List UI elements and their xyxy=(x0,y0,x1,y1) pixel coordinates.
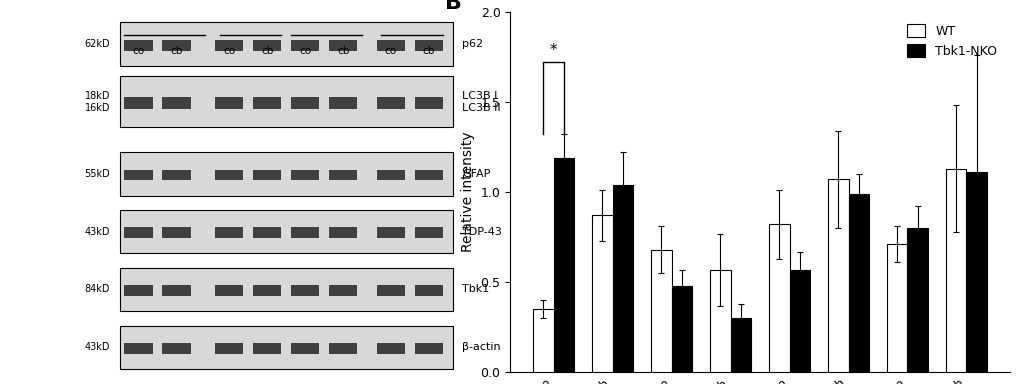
Bar xyxy=(290,227,319,238)
Bar xyxy=(328,170,357,180)
Bar xyxy=(162,97,191,109)
Text: *: * xyxy=(549,43,557,58)
Bar xyxy=(328,40,357,51)
Bar xyxy=(215,285,244,296)
Bar xyxy=(709,270,730,372)
Text: 55kD: 55kD xyxy=(85,169,110,179)
Bar xyxy=(376,285,405,296)
Bar xyxy=(290,170,319,180)
Bar xyxy=(253,170,281,180)
Bar xyxy=(533,310,553,372)
Text: co: co xyxy=(384,46,396,56)
Text: co: co xyxy=(132,46,145,56)
Bar xyxy=(253,227,281,238)
Bar xyxy=(162,170,191,180)
Legend: WT, Tbk1-NKO: WT, Tbk1-NKO xyxy=(900,18,1003,64)
Bar xyxy=(907,228,927,372)
Bar xyxy=(215,170,244,180)
Text: cb: cb xyxy=(170,46,182,56)
Bar xyxy=(119,76,452,127)
Bar xyxy=(768,225,789,372)
Text: B: B xyxy=(445,0,462,13)
Bar xyxy=(414,97,442,109)
Text: cb: cb xyxy=(422,46,434,56)
Text: co: co xyxy=(223,46,234,56)
Bar xyxy=(414,40,442,51)
Text: cb: cb xyxy=(261,46,273,56)
Text: co: co xyxy=(299,46,311,56)
Text: cb: cb xyxy=(336,46,350,56)
Bar xyxy=(119,210,452,253)
Bar xyxy=(886,244,907,372)
Text: β-actin: β-actin xyxy=(462,342,500,352)
Bar xyxy=(124,170,153,180)
Bar xyxy=(376,40,405,51)
Bar xyxy=(591,215,612,372)
Bar xyxy=(119,152,452,195)
Bar xyxy=(290,343,319,354)
Bar xyxy=(119,22,452,66)
Text: TDP-43: TDP-43 xyxy=(462,227,501,237)
Bar xyxy=(328,227,357,238)
Bar xyxy=(162,40,191,51)
Bar xyxy=(290,285,319,296)
Text: p62: p62 xyxy=(462,39,483,49)
Bar xyxy=(414,285,442,296)
Bar xyxy=(215,97,244,109)
Bar xyxy=(328,97,357,109)
Bar xyxy=(650,250,671,372)
Bar xyxy=(215,40,244,51)
Bar xyxy=(376,227,405,238)
Bar xyxy=(945,169,966,372)
Bar xyxy=(671,286,692,372)
Bar xyxy=(827,179,848,372)
Text: 84kD: 84kD xyxy=(85,285,110,295)
Bar xyxy=(253,40,281,51)
Bar xyxy=(124,227,153,238)
Bar xyxy=(253,97,281,109)
Bar xyxy=(730,318,750,372)
Bar xyxy=(119,268,452,311)
Bar xyxy=(253,285,281,296)
Bar xyxy=(119,326,452,369)
Bar xyxy=(966,172,986,372)
Bar xyxy=(162,285,191,296)
Bar xyxy=(290,97,319,109)
Bar xyxy=(162,227,191,238)
Bar xyxy=(376,97,405,109)
Text: GFAP: GFAP xyxy=(462,169,490,179)
Bar xyxy=(124,285,153,296)
Bar xyxy=(290,40,319,51)
Bar xyxy=(414,227,442,238)
Text: Tbk1: Tbk1 xyxy=(462,285,489,295)
Bar xyxy=(376,343,405,354)
Bar xyxy=(612,185,633,372)
Text: 18kD
16kD: 18kD 16kD xyxy=(85,91,110,113)
Bar xyxy=(328,343,357,354)
Bar xyxy=(215,227,244,238)
Bar xyxy=(124,97,153,109)
Text: LC3B I
LC3B II: LC3B I LC3B II xyxy=(462,91,500,113)
Y-axis label: Relative intensity: Relative intensity xyxy=(461,132,475,252)
Bar xyxy=(253,343,281,354)
Bar xyxy=(414,343,442,354)
Bar xyxy=(162,343,191,354)
Bar xyxy=(414,170,442,180)
Bar xyxy=(124,40,153,51)
Bar xyxy=(848,194,868,372)
Text: 43kD: 43kD xyxy=(85,342,110,352)
Bar xyxy=(215,343,244,354)
Bar xyxy=(553,158,574,372)
Text: 43kD: 43kD xyxy=(85,227,110,237)
Bar xyxy=(328,285,357,296)
Bar xyxy=(376,170,405,180)
Text: 62kD: 62kD xyxy=(85,39,110,49)
Bar xyxy=(789,270,809,372)
Bar xyxy=(124,343,153,354)
